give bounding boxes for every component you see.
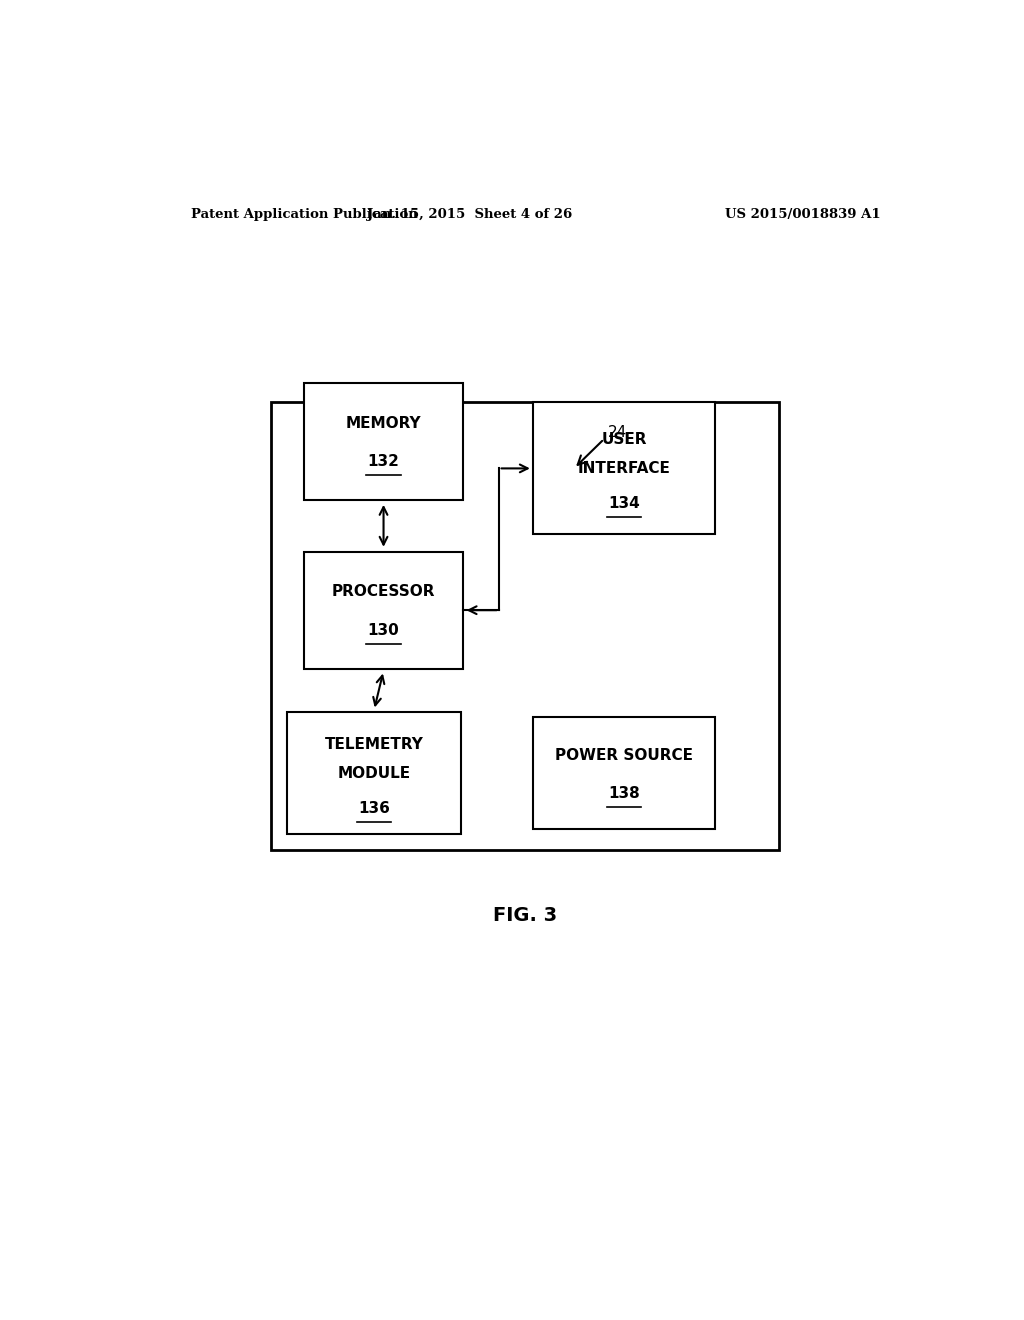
Text: 130: 130 — [368, 623, 399, 638]
Bar — [287, 713, 462, 834]
Text: 138: 138 — [608, 787, 640, 801]
Text: TELEMETRY: TELEMETRY — [325, 738, 424, 752]
Text: MODULE: MODULE — [338, 766, 411, 781]
Bar — [532, 718, 716, 829]
Text: MEMORY: MEMORY — [346, 416, 421, 430]
Text: 132: 132 — [368, 454, 399, 470]
Bar — [532, 403, 716, 535]
Text: Patent Application Publication: Patent Application Publication — [191, 207, 418, 220]
Text: USER: USER — [601, 433, 647, 447]
Text: POWER SOURCE: POWER SOURCE — [555, 747, 693, 763]
Text: 134: 134 — [608, 496, 640, 511]
Bar — [270, 403, 779, 850]
Text: INTERFACE: INTERFACE — [578, 461, 671, 477]
Text: Jan. 15, 2015  Sheet 4 of 26: Jan. 15, 2015 Sheet 4 of 26 — [367, 207, 571, 220]
Text: US 2015/0018839 A1: US 2015/0018839 A1 — [725, 207, 881, 220]
Text: 136: 136 — [358, 801, 390, 816]
Text: FIG. 3: FIG. 3 — [493, 906, 557, 925]
Text: PROCESSOR: PROCESSOR — [332, 585, 435, 599]
Text: 24: 24 — [608, 425, 628, 441]
Bar — [304, 383, 463, 500]
Bar — [304, 552, 463, 669]
